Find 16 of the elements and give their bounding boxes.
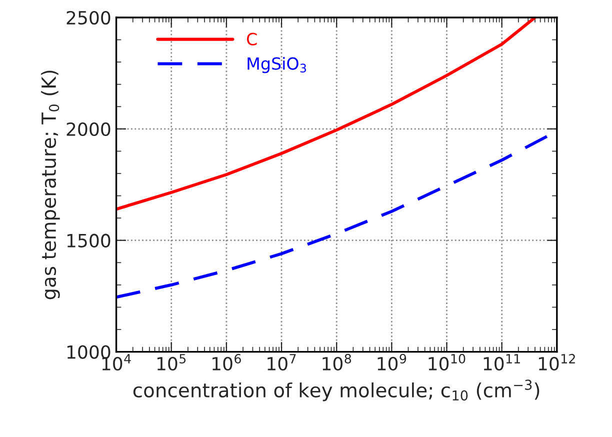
x-tick-label: 10$^{12}$ xyxy=(538,354,575,370)
x-tick-label: 10$^{11}$ xyxy=(484,354,520,370)
legend-label: MgSiO$_{3}$ xyxy=(248,56,306,74)
y-tick-label: 2500 xyxy=(66,10,110,25)
y-axis-title: gas temperature; T$_{0}$ (K) xyxy=(41,70,60,300)
x-tick-label: 10$^{6}$ xyxy=(212,354,241,370)
legend-label: C xyxy=(246,32,257,46)
x-axis-title: concentration of key molecule; c$_{10}$ (cm$^{−3}$) xyxy=(133,380,540,402)
x-tick-label: 10$^{9}$ xyxy=(378,354,406,370)
y-tick-label: 1000 xyxy=(67,345,110,359)
x-tick-label: 10$^{8}$ xyxy=(322,354,352,370)
x-tick-label: 10$^{7}$ xyxy=(268,354,296,370)
y-tick-label: 1500 xyxy=(67,234,110,248)
y-tick-label: 2000 xyxy=(66,122,110,136)
x-tick-label: 10$^{10}$ xyxy=(428,354,466,370)
x-tick-label: 10$^{5}$ xyxy=(157,354,186,370)
